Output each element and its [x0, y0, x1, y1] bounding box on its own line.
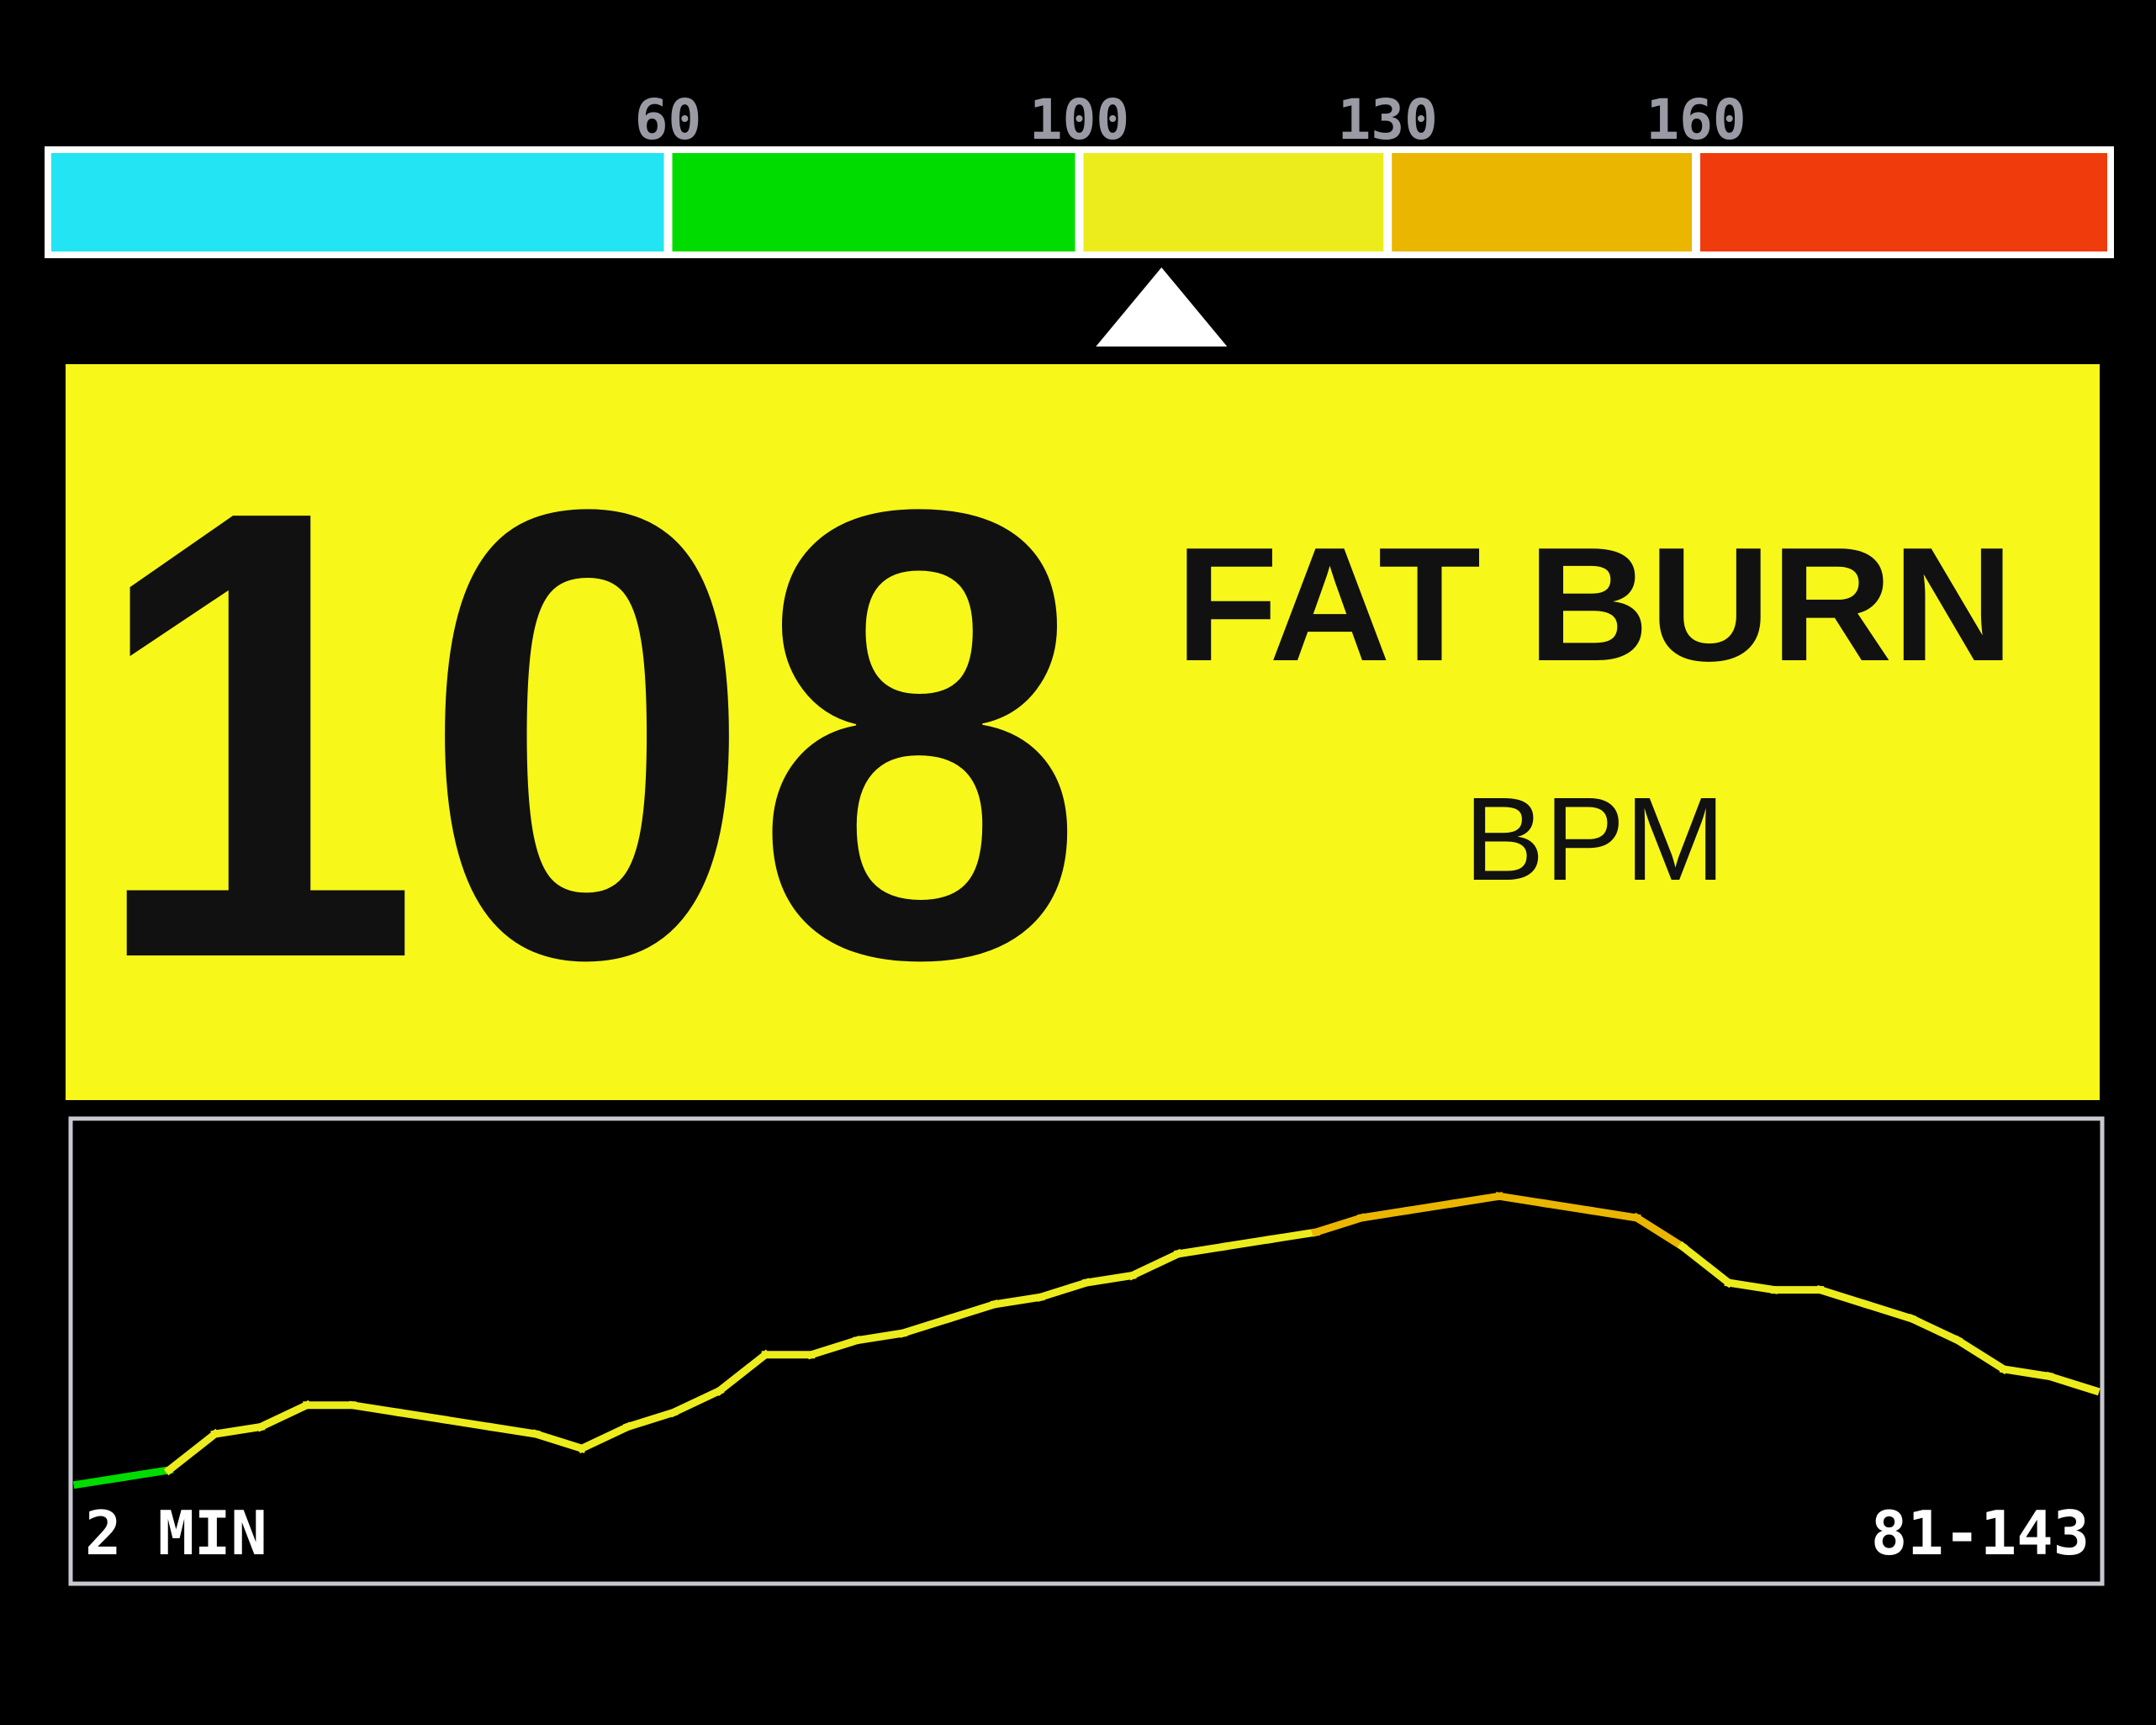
zone-tick-label: 60 [635, 87, 701, 152]
trace-segment [394, 1408, 449, 1425]
zone-segment [51, 153, 664, 251]
zone-segment [1700, 153, 2107, 251]
trace-segment [898, 1314, 954, 1338]
trace-segment [72, 1473, 128, 1490]
trace-segment [1173, 1242, 1229, 1258]
trace-segment [943, 1299, 1000, 1324]
trace-segment [1631, 1212, 1688, 1252]
trace-segment [163, 1428, 220, 1476]
zone-tick-label: 130 [1338, 87, 1438, 152]
trace-segment [1494, 1192, 1550, 1208]
unit-label: BPM [1464, 772, 1725, 905]
trace-segment [1357, 1206, 1412, 1223]
trace-segment [668, 1385, 725, 1418]
trace-segment [1540, 1199, 1596, 1215]
trace-segment [2044, 1371, 2101, 1396]
trace-segment [853, 1328, 907, 1345]
zone-segment [1392, 153, 1692, 251]
trace-segment [119, 1465, 174, 1482]
trace-segment [1677, 1241, 1734, 1288]
trace-segment [1953, 1335, 2010, 1375]
trace-segment [348, 1400, 403, 1417]
trace-segment [1219, 1235, 1275, 1251]
zone-marker [1096, 267, 1228, 347]
trace-segment [622, 1407, 679, 1432]
trace-segment [1815, 1285, 1871, 1310]
trace-segment [1266, 1227, 1320, 1244]
trace-duration: 2 MIN [85, 1498, 267, 1569]
trace-segment [1586, 1206, 1641, 1223]
trace-segment [440, 1415, 495, 1431]
trace-segment [1861, 1299, 1917, 1324]
trace-segment [1403, 1199, 1458, 1215]
bpm-value: 108 [89, 378, 1086, 1092]
trace-segment [1724, 1278, 1779, 1294]
trace-segment [531, 1429, 587, 1453]
trace-segment [990, 1293, 1045, 1309]
trace-segment [1081, 1271, 1137, 1288]
trace-segment [485, 1422, 541, 1439]
trace-frame [68, 1116, 2105, 1586]
trace-segment [210, 1422, 266, 1439]
trace-segment [1999, 1364, 2054, 1381]
trace-segment [1127, 1248, 1184, 1281]
trace-segment [577, 1421, 633, 1454]
trace-segment [806, 1336, 862, 1360]
trace-segment [1035, 1278, 1091, 1302]
zone-segment [672, 153, 1075, 251]
zone-tick-label: 100 [1029, 87, 1129, 152]
trace-segment [1906, 1313, 1963, 1346]
trace-segment [256, 1400, 312, 1432]
reading-panel [66, 364, 2100, 1100]
zone-name: FAT BURN [1176, 513, 2014, 695]
trace-segment [714, 1349, 771, 1396]
zone-tick-label: 160 [1646, 87, 1746, 152]
trace-segment [1311, 1213, 1366, 1237]
trace-segment [1449, 1192, 1504, 1208]
trace-range: 81-143 [1871, 1498, 2090, 1569]
zone-segment [1083, 153, 1384, 251]
